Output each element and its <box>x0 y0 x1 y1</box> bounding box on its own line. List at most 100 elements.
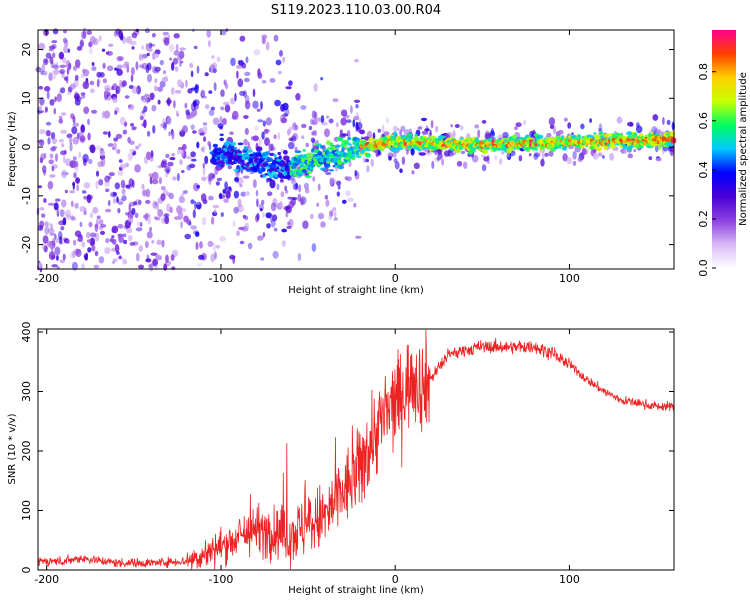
heatmap-cell <box>638 133 644 138</box>
heatmap-cell <box>57 231 63 240</box>
heatmap-cell <box>328 214 333 220</box>
heatmap-cell <box>180 150 184 155</box>
heatmap-cell <box>220 89 225 97</box>
heatmap-cell <box>61 210 66 217</box>
heatmap-cell <box>195 241 199 251</box>
heatmap-cell <box>609 152 614 161</box>
heatmap-cell <box>264 137 270 147</box>
heatmap-cell <box>50 70 57 80</box>
heatmap-cell <box>53 107 57 115</box>
heatmap-cell <box>243 146 248 151</box>
heatmap-cell <box>328 118 334 124</box>
heatmap-cell <box>118 159 123 163</box>
heatmap-cell <box>86 231 91 239</box>
heatmap-cell <box>354 58 359 63</box>
heatmap-cell <box>175 110 179 115</box>
heatmap-cell <box>624 149 627 154</box>
heatmap-cell <box>209 64 216 73</box>
heatmap-cell <box>329 210 334 217</box>
heatmap-cell <box>41 213 46 218</box>
heatmap-cell <box>69 190 76 194</box>
heatmap-cell <box>230 141 236 147</box>
chart-title: S119.2023.110.03.00.R04 <box>271 3 441 18</box>
heatmap-cell <box>284 185 288 191</box>
heatmap-cell <box>420 117 428 122</box>
heatmap-cell <box>456 160 463 167</box>
heatmap-cell <box>52 28 59 35</box>
heatmap-cell <box>79 221 83 228</box>
heatmap-cell <box>546 132 552 138</box>
heatmap-cell <box>123 239 127 245</box>
heatmap-cell <box>88 41 93 48</box>
heatmap-cell <box>345 190 351 197</box>
heatmap-cell <box>50 61 55 69</box>
heatmap-cell <box>256 212 260 221</box>
heatmap-cell <box>217 163 222 167</box>
heatmap-cell <box>144 155 149 165</box>
heatmap-cell <box>540 158 545 167</box>
heatmap-cell <box>160 122 167 129</box>
heatmap-cell <box>186 164 192 171</box>
heatmap-cell <box>39 105 43 112</box>
heatmap-cell <box>502 131 509 139</box>
colorbar-ticks: 0.0 0.2 0.4 0.6 0.8 <box>697 63 716 277</box>
heatmap-cell <box>334 144 341 148</box>
heatmap-cell <box>372 138 376 142</box>
heatmap-cell <box>192 209 196 219</box>
heatmap-cell <box>102 62 106 69</box>
heatmap-cell <box>306 152 313 158</box>
heatmap-cell <box>64 189 68 194</box>
heatmap-cell <box>50 248 54 253</box>
heatmap-cell <box>195 201 201 205</box>
heatmap-cell <box>63 45 68 54</box>
heatmap-cell <box>354 169 358 177</box>
heatmap-cell <box>216 177 223 182</box>
heatmap-cell <box>320 145 324 149</box>
heatmap-cell <box>131 126 136 131</box>
heatmap-cell <box>257 235 264 241</box>
heatmap-cell <box>553 125 556 135</box>
heatmap-cell <box>148 42 153 49</box>
heatmap-cell <box>84 255 88 261</box>
heatmap-cell <box>81 94 86 99</box>
heatmap-cell <box>99 150 106 157</box>
heatmap-cell <box>174 90 182 94</box>
heatmap-cell <box>207 240 214 247</box>
heatmap-cell <box>173 216 181 221</box>
heatmap-cell <box>394 161 400 170</box>
heatmap-cell <box>129 242 136 246</box>
heatmap-cell <box>282 162 286 167</box>
heatmap-cell <box>648 156 653 161</box>
heatmap-cell <box>332 98 339 103</box>
heatmap-cell <box>172 176 177 181</box>
heatmap-cell <box>311 243 317 252</box>
heatmap-cell <box>90 212 93 219</box>
heatmap-cell <box>633 149 637 153</box>
heatmap-cell <box>193 99 200 106</box>
heatmap-cell <box>136 221 141 227</box>
heatmap-cell <box>68 136 73 144</box>
heatmap-cell <box>262 211 265 218</box>
heatmap-cell <box>219 236 226 242</box>
heatmap-cell <box>58 115 63 121</box>
heatmap-cell <box>326 115 330 119</box>
heatmap-cell <box>91 244 96 252</box>
heatmap-cell <box>597 152 603 157</box>
heatmap-cell <box>425 125 429 132</box>
heatmap-cell <box>141 45 144 50</box>
heatmap-cell <box>69 83 77 90</box>
heatmap-cell <box>537 134 544 140</box>
heatmap-cell <box>152 200 158 209</box>
heatmap-cell <box>346 129 351 138</box>
heatmap-y-axis-label: Frequency (Hz) <box>7 111 18 187</box>
heatmap-cell <box>253 49 261 56</box>
snr-series-line <box>37 329 675 571</box>
heatmap-cell <box>38 85 43 90</box>
heatmap-cell <box>528 153 532 157</box>
heatmap-cell <box>258 138 262 146</box>
heatmap-cell <box>160 160 167 168</box>
heatmap-cell <box>72 136 80 145</box>
heatmap-cell <box>135 227 143 232</box>
heatmap-cell <box>431 160 435 169</box>
heatmap-cell <box>655 126 659 133</box>
